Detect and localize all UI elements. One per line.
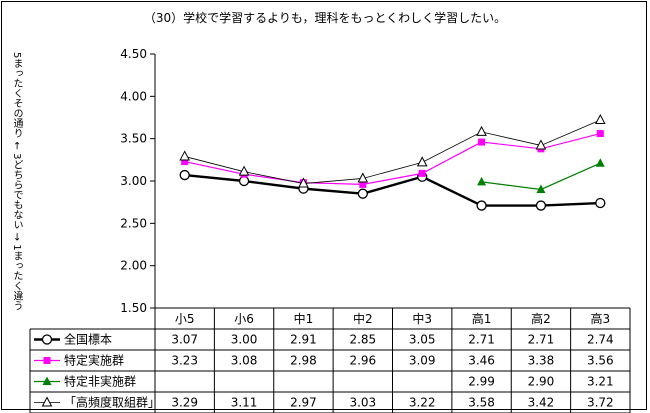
category-label: 中2 (353, 311, 373, 326)
legend-label: 全国標本 (64, 332, 112, 347)
data-point (179, 169, 190, 181)
category-label: 高3 (590, 311, 610, 326)
data-point (596, 130, 604, 138)
data-value-cell: 2.99 (468, 375, 495, 389)
data-value-cell: 3.05 (409, 333, 436, 347)
data-value-cell: 3.42 (528, 396, 555, 410)
data-point (238, 165, 250, 176)
data-value-cell: 3.58 (468, 396, 495, 410)
category-label: 中3 (412, 311, 432, 326)
category-label: 小6 (234, 312, 254, 326)
data-point (238, 175, 250, 187)
data-value-cell: 2.74 (587, 333, 614, 347)
y-tick-label: 4.00 (120, 89, 147, 103)
data-value-cell: 2.96 (349, 354, 376, 368)
data-point (418, 169, 426, 177)
legend-key-marker (41, 334, 53, 345)
data-point (595, 158, 605, 167)
data-value-cell: 3.22 (409, 396, 436, 410)
series-line (184, 133, 601, 185)
data-value-cell: 3.09 (409, 354, 436, 368)
data-point (535, 139, 547, 150)
legend-label: 「高頻度取組群」 (64, 395, 160, 410)
data-value-cell: 3.03 (349, 396, 376, 410)
category-label: 小5 (175, 312, 195, 326)
data-point (357, 188, 368, 199)
data-value-cell: 3.07 (171, 333, 198, 347)
data-point (298, 177, 309, 188)
legend-label: 特定実施群 (64, 353, 124, 368)
y-tick-label: 3.00 (120, 174, 147, 188)
data-value-cell: 3.21 (587, 375, 614, 389)
data-value-cell: 3.72 (587, 396, 614, 410)
data-value-cell: 3.00 (231, 333, 258, 347)
data-value-cell: 2.71 (528, 333, 555, 347)
data-point (179, 150, 191, 161)
data-point (536, 184, 546, 193)
data-point (359, 180, 367, 188)
chart-title: （30）学校で学習するよりも，理科をもっとくわしく学習したい。 (143, 11, 507, 25)
data-value-cell: 3.46 (468, 354, 495, 368)
data-value-cell: 2.90 (528, 375, 555, 389)
data-value-cell: 2.98 (290, 354, 317, 368)
data-point (594, 113, 606, 125)
data-value-cell: 3.29 (171, 396, 198, 410)
data-value-cell: 3.56 (587, 354, 614, 368)
legend-key-marker (41, 396, 53, 407)
data-value-cell: 2.85 (349, 333, 376, 347)
data-point (357, 172, 369, 183)
legend-key-marker (42, 376, 52, 385)
data-value-cell: 2.71 (468, 333, 495, 347)
y-tick-label: 4.50 (120, 47, 147, 61)
y-tick-label: 1.50 (120, 301, 147, 315)
y-axis-label: 5まったくその通り ← 3どちらでもない → 1まったく違う (11, 52, 22, 311)
y-tick-label: 2.00 (120, 259, 147, 273)
data-value-cell: 2.97 (290, 396, 317, 410)
y-tick-label: 2.50 (120, 216, 147, 230)
data-point (416, 156, 428, 167)
data-point (478, 138, 486, 146)
legend-label: 特定非実施群 (64, 374, 136, 389)
data-value-cell: 3.08 (231, 354, 258, 368)
y-tick-label: 3.50 (120, 132, 147, 146)
category-label: 高2 (531, 311, 551, 326)
legend-key-marker (43, 357, 51, 364)
data-value-cell: 3.38 (528, 354, 555, 368)
data-point (535, 200, 547, 211)
data-value-cell: 2.91 (290, 333, 317, 347)
data-point (595, 197, 606, 209)
data-value-cell: 3.11 (231, 396, 258, 410)
category-label: 中1 (294, 311, 314, 326)
data-point (476, 125, 487, 136)
data-point (476, 200, 487, 211)
series-line (184, 119, 601, 184)
data-point (181, 158, 189, 166)
data-point (477, 176, 487, 186)
category-label: 高1 (472, 311, 492, 326)
series-line (184, 173, 601, 207)
data-value-cell: 3.23 (171, 354, 198, 368)
